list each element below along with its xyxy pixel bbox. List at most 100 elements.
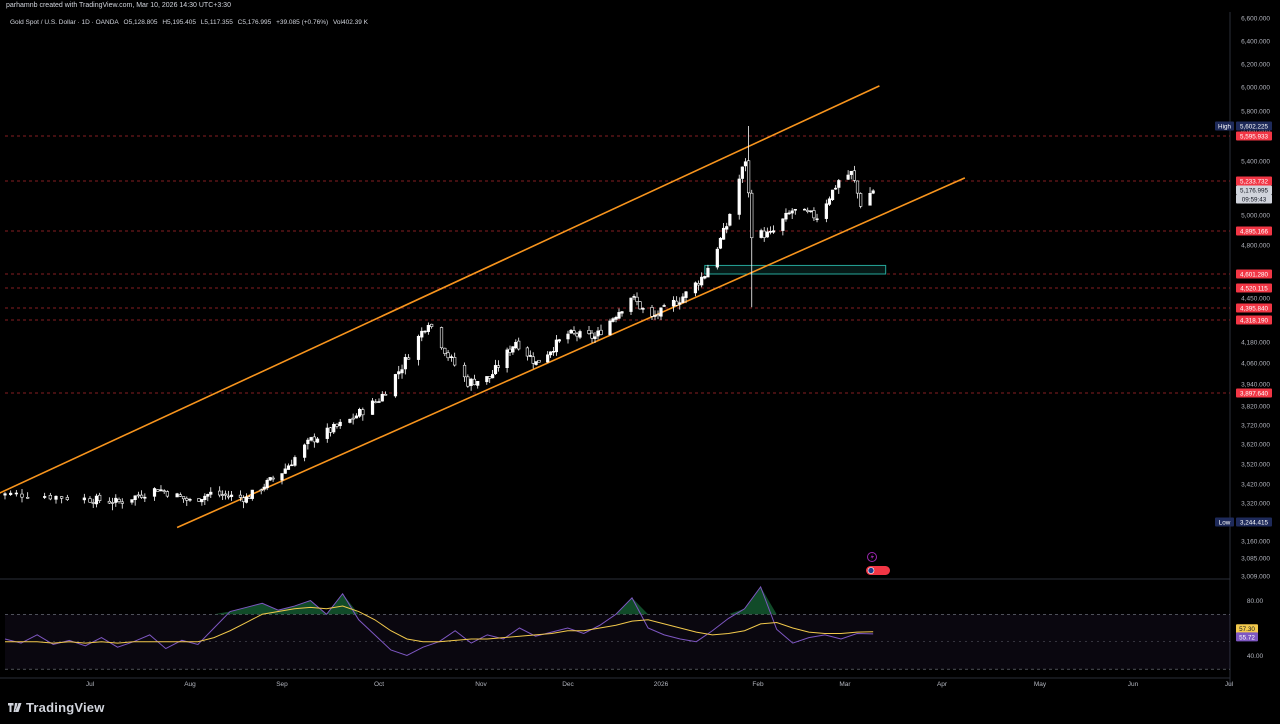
candle-body <box>514 341 518 349</box>
credit-text: parhamnb created with TradingView.com, M… <box>6 2 231 9</box>
candle-body <box>806 210 810 212</box>
rsi_ma-value-tag: 57.30 <box>1239 626 1255 633</box>
time-axis-label: Mar <box>839 681 851 688</box>
candle-body <box>827 198 832 205</box>
candle-body <box>743 161 748 167</box>
candle-body <box>361 409 365 416</box>
candle-body <box>781 218 785 231</box>
high-price-tag-caption-bg <box>1215 121 1234 131</box>
candle-body <box>197 498 201 502</box>
candle-body <box>653 315 657 317</box>
candle-body <box>152 488 157 497</box>
candle-body <box>852 170 856 181</box>
candle-body <box>306 439 310 445</box>
candle-body <box>238 494 243 498</box>
candle-body <box>809 210 813 213</box>
time-axis-label: Feb <box>752 681 764 688</box>
level-price-tag: 4,395.840 <box>1240 305 1269 312</box>
level-price-tag-bg <box>1236 388 1272 398</box>
candle-body <box>430 323 434 327</box>
price-axis-label: 5,400.000 <box>1241 159 1270 166</box>
candle-body <box>91 502 95 504</box>
symbol-info: Gold Spot / U.S. Dollar · 1D · OANDA O5,… <box>10 19 371 26</box>
candle-body <box>485 376 489 383</box>
price-axis-label: 6,000.000 <box>1241 85 1270 92</box>
candle-body <box>140 494 144 498</box>
candle-body <box>309 437 313 441</box>
candle-body <box>868 192 872 206</box>
candle-body <box>812 210 816 219</box>
candle-body <box>476 381 480 386</box>
rsi_ma-value-tag-bg <box>1236 624 1258 634</box>
price-axis-label: 4,060.000 <box>1241 361 1270 368</box>
lightning-event-icon <box>867 552 877 562</box>
candle-body <box>88 498 92 503</box>
channel-upper-line <box>0 85 880 494</box>
candle-body <box>159 489 163 492</box>
price-axis-label: 3,009.000 <box>1241 574 1270 581</box>
candle-body <box>423 330 427 333</box>
candle-body <box>747 160 751 194</box>
candle-body <box>241 497 246 502</box>
price-axis-label: 3,160.000 <box>1241 539 1270 546</box>
candle-body <box>439 327 444 349</box>
candle-body <box>599 329 603 335</box>
time-axis-label: Sep <box>276 681 288 688</box>
candle-body <box>490 374 495 379</box>
candle-body <box>608 320 612 336</box>
level-price-tag: 4,318.190 <box>1240 317 1269 324</box>
candle-body <box>659 307 663 317</box>
candle-body <box>578 331 582 338</box>
rsi-axis-label: 80.00 <box>1247 598 1264 605</box>
candle-body <box>508 348 512 353</box>
candle-body <box>162 490 166 493</box>
level-price-tag-bg <box>1236 176 1272 186</box>
candle-body <box>94 495 99 505</box>
candle-body <box>546 354 550 363</box>
candle-body <box>557 339 561 342</box>
candle-body <box>407 357 411 360</box>
candle-body <box>824 203 828 219</box>
candle-body <box>446 352 450 359</box>
channel-lower-line <box>176 177 966 529</box>
candle-body <box>335 423 339 427</box>
volume: Vol402.39 K <box>332 19 369 26</box>
time-axis-label: May <box>1034 681 1047 688</box>
time-axis-label: Aug <box>184 681 196 688</box>
candle-body <box>462 364 467 378</box>
level-price-tag: 5,595.933 <box>1240 133 1269 140</box>
candle-body <box>750 192 754 239</box>
chart-canvas[interactable]: 6,600.000 6,400.000 6,200.000 6,000.000 5,80… <box>0 0 1280 692</box>
candle-body <box>393 374 398 397</box>
tradingview-logo-icon <box>8 703 22 712</box>
candle-body <box>175 493 179 498</box>
candle-body <box>678 302 682 305</box>
candle-body <box>771 230 776 233</box>
candle-body <box>48 495 52 500</box>
candle-body <box>293 457 297 466</box>
candle-body <box>224 493 228 496</box>
price-axis-label: 4,450.000 <box>1241 296 1270 303</box>
candle-body <box>762 230 766 238</box>
tradingview-logo[interactable]: TradingView <box>8 700 105 715</box>
candle-body <box>449 356 453 358</box>
countdown-tag-bg <box>1236 194 1272 204</box>
candle-body <box>26 497 30 499</box>
candle-body <box>60 496 64 499</box>
us-flag-icon <box>867 567 875 574</box>
candle-body <box>718 237 723 249</box>
candle-body <box>133 495 137 501</box>
low-price-tag-bg <box>1236 517 1272 527</box>
candle-body <box>815 218 819 221</box>
candle-body <box>787 212 791 215</box>
candle-body <box>620 311 624 314</box>
level-price-tag-bg <box>1236 315 1272 325</box>
candle-body <box>250 489 254 499</box>
candle-body <box>846 174 850 180</box>
price-axis-label: 6,200.000 <box>1241 62 1270 69</box>
candle-body <box>793 208 797 211</box>
candle-body <box>611 318 615 322</box>
high-price-tag: 5,602.225 <box>1240 123 1269 130</box>
price-axis-label: 3,085.000 <box>1241 556 1270 563</box>
rsi-value-tag: 55.72 <box>1239 634 1255 641</box>
